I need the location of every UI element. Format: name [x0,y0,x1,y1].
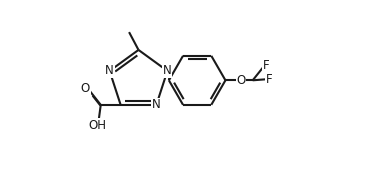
Text: O: O [236,74,245,87]
Text: OH: OH [89,119,107,132]
Text: N: N [152,98,161,111]
Text: O: O [81,82,90,95]
Text: F: F [266,73,273,86]
Text: F: F [263,58,270,71]
Text: N: N [105,64,114,77]
Text: N: N [163,64,172,77]
